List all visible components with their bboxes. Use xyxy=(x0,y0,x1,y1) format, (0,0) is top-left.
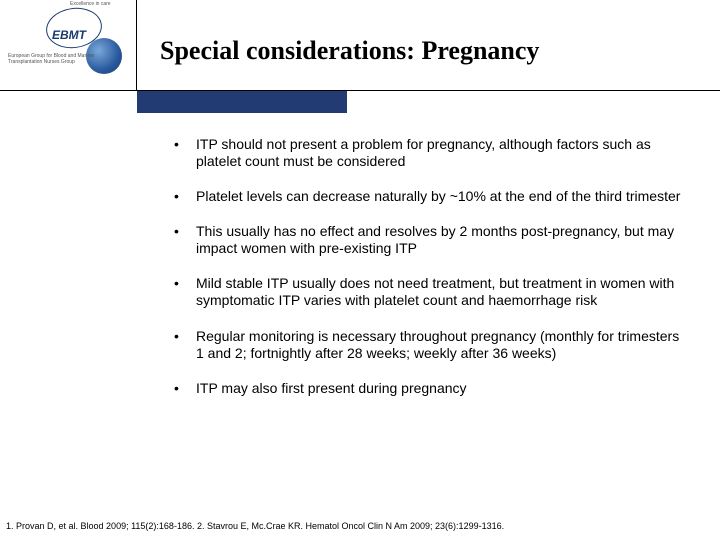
list-item: • ITP may also first present during preg… xyxy=(170,380,682,397)
list-item: • Platelet levels can decrease naturally… xyxy=(170,188,682,205)
bullet-marker-icon: • xyxy=(170,223,196,257)
page-title: Special considerations: Pregnancy xyxy=(160,36,539,66)
bullet-text: ITP may also first present during pregna… xyxy=(196,380,682,397)
bullet-marker-icon: • xyxy=(170,136,196,170)
bullet-list: • ITP should not present a problem for p… xyxy=(170,136,682,415)
accent-bar xyxy=(137,91,347,113)
bullet-text: ITP should not present a problem for pre… xyxy=(196,136,682,170)
bullet-text: Platelet levels can decrease naturally b… xyxy=(196,188,682,205)
bullet-marker-icon: • xyxy=(170,275,196,309)
bullet-text: This usually has no effect and resolves … xyxy=(196,223,682,257)
logo-org-name: EBMT xyxy=(52,28,86,42)
list-item: • ITP should not present a problem for p… xyxy=(170,136,682,170)
vertical-divider xyxy=(136,0,137,90)
header: Excellence in care EBMT European Group f… xyxy=(0,0,720,100)
list-item: • This usually has no effect and resolve… xyxy=(170,223,682,257)
bullet-text: Regular monitoring is necessary througho… xyxy=(196,328,682,362)
bullet-text: Mild stable ITP usually does not need tr… xyxy=(196,275,682,309)
list-item: • Regular monitoring is necessary throug… xyxy=(170,328,682,362)
bullet-marker-icon: • xyxy=(170,328,196,362)
slide: Excellence in care EBMT European Group f… xyxy=(0,0,720,540)
logo: Excellence in care EBMT European Group f… xyxy=(8,2,128,74)
bullet-marker-icon: • xyxy=(170,188,196,205)
horizontal-divider xyxy=(0,90,720,91)
logo-subline-2: Transplantation Nurses Group xyxy=(8,60,118,66)
list-item: • Mild stable ITP usually does not need … xyxy=(170,275,682,309)
references: 1. Provan D, et al. Blood 2009; 115(2):1… xyxy=(6,521,504,532)
bullet-marker-icon: • xyxy=(170,380,196,397)
